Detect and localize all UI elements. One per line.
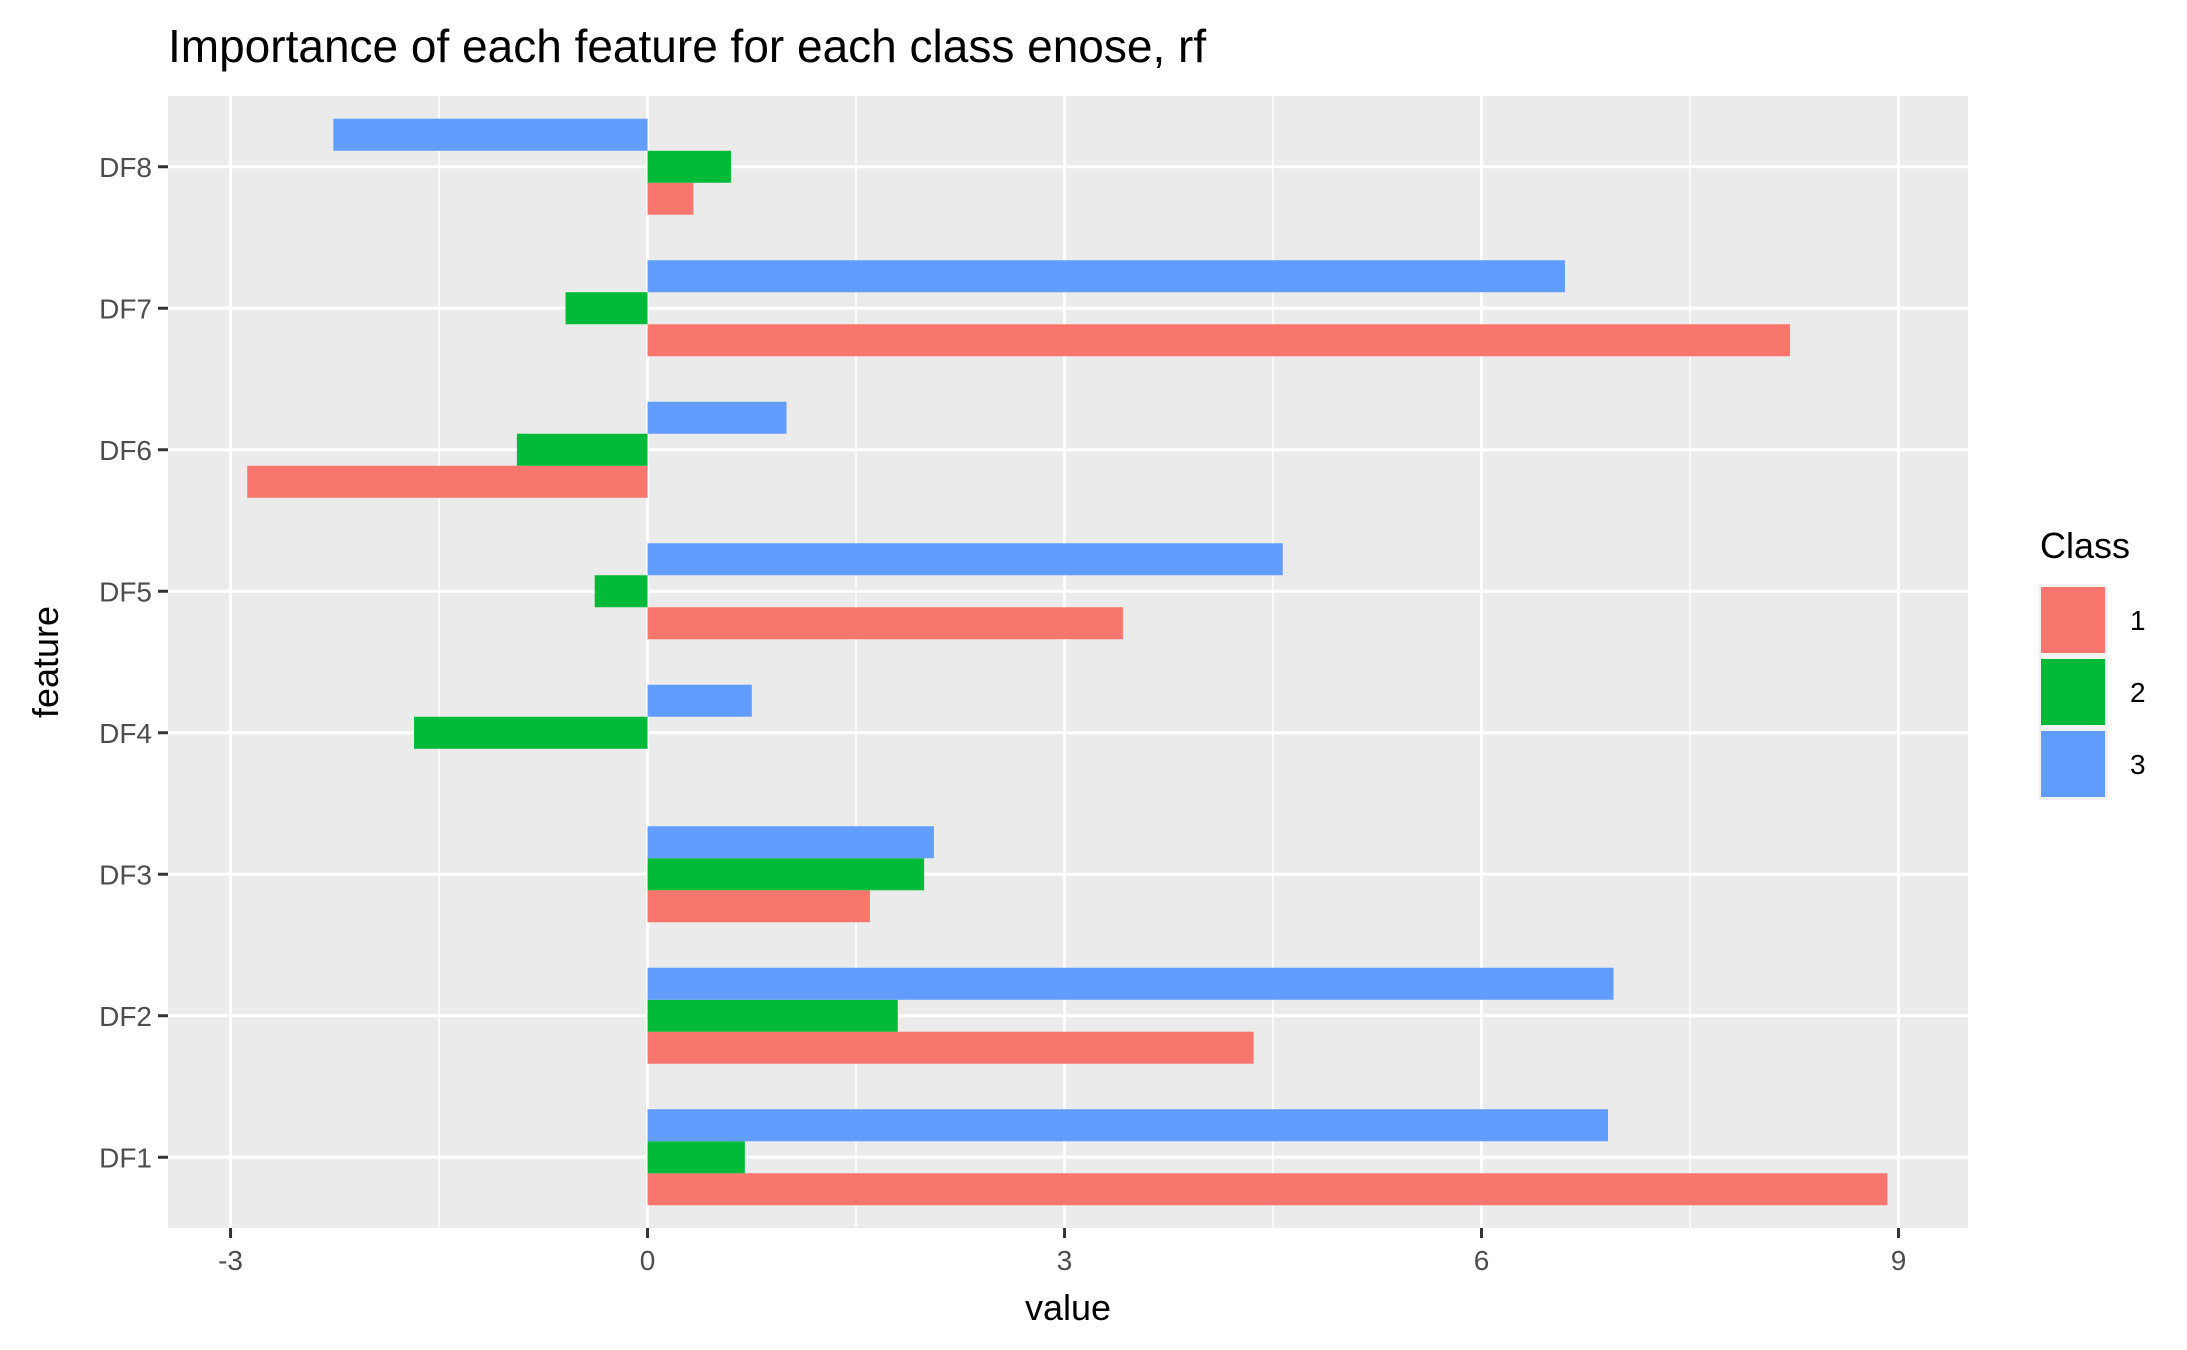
bar-df5-class-1	[647, 607, 1123, 640]
legend-key-class-1	[2041, 587, 2105, 653]
legend-label: 3	[2130, 749, 2146, 780]
bar-df1-class-1	[647, 1173, 1888, 1206]
y-tick-label: DF5	[99, 576, 152, 607]
bar-df6-class-1	[247, 465, 648, 498]
x-axis: -3 0 3 6 9	[218, 1228, 1906, 1276]
bar-df2-class-1	[647, 1031, 1254, 1064]
bar-df6-class-3	[647, 401, 787, 434]
legend-label: 1	[2130, 605, 2146, 636]
bars	[247, 118, 1888, 1206]
y-tick-label: DF1	[99, 1142, 152, 1173]
bar-df7-class-1	[647, 324, 1791, 357]
y-tick-label: DF3	[99, 859, 152, 890]
bar-df4-class-2	[414, 716, 648, 749]
chart-title: Importance of each feature for each clas…	[168, 20, 1206, 72]
bar-df8-class-3	[333, 118, 648, 151]
bar-df4-class-3	[647, 684, 752, 717]
y-tick-label: DF8	[99, 152, 152, 183]
y-tick-label: DF7	[99, 293, 152, 324]
bar-df8-class-1	[647, 182, 694, 215]
x-axis-title: value	[1025, 1287, 1111, 1328]
y-axis: DF1 DF2 DF3 DF4 DF5 DF6 DF7 DF8	[99, 152, 168, 1173]
bar-df7-class-3	[647, 260, 1565, 293]
bar-df2-class-3	[647, 967, 1614, 1000]
x-tick-label: 3	[1057, 1245, 1073, 1276]
bar-df3-class-1	[647, 890, 870, 923]
x-tick-label: 0	[640, 1245, 656, 1276]
bar-df7-class-2	[565, 292, 648, 325]
bar-df3-class-3	[647, 826, 934, 859]
x-tick-label: -3	[218, 1245, 243, 1276]
legend-key-class-3	[2041, 731, 2105, 797]
bar-df5-class-3	[647, 543, 1283, 576]
legend: Class 1 2 3	[2038, 525, 2146, 800]
bar-df1-class-2	[647, 1141, 745, 1174]
bar-df2-class-2	[647, 999, 898, 1032]
y-axis-title: feature	[25, 606, 66, 718]
legend-label: 2	[2130, 677, 2146, 708]
y-tick-label: DF6	[99, 435, 152, 466]
x-tick-label: 9	[1891, 1245, 1907, 1276]
y-tick-label: DF4	[99, 718, 152, 749]
bar-df3-class-2	[647, 858, 925, 891]
legend-key-class-2	[2041, 659, 2105, 725]
bar-df1-class-3	[647, 1109, 1608, 1142]
x-tick-label: 6	[1474, 1245, 1490, 1276]
bar-df5-class-2	[594, 575, 648, 608]
bar-df6-class-2	[516, 433, 648, 466]
y-tick-label: DF2	[99, 1001, 152, 1032]
legend-title: Class	[2040, 525, 2130, 566]
bar-df8-class-2	[647, 150, 731, 183]
